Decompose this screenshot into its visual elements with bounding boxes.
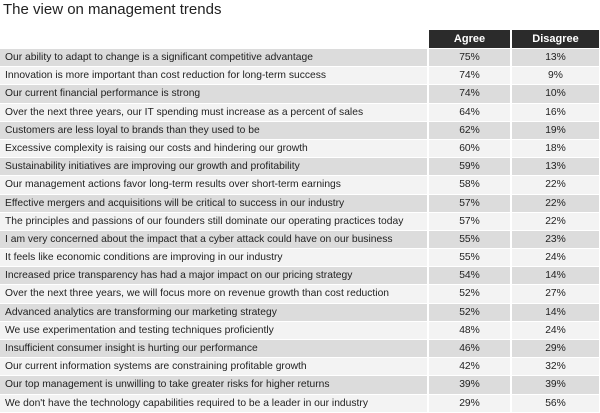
- table-row: I am very concerned about the impact tha…: [0, 230, 600, 250]
- disagree-value: 13%: [512, 49, 599, 67]
- table-row: The principles and passions of our found…: [0, 212, 600, 231]
- agree-value: 57%: [429, 194, 510, 212]
- agree-value: 57%: [429, 212, 510, 230]
- statement-label: Insufficient consumer insight is hurting…: [0, 340, 427, 358]
- agree-value: 62%: [429, 121, 510, 139]
- disagree-value: 56%: [512, 394, 599, 412]
- statement-label: Excessive complexity is raising our cost…: [0, 139, 427, 158]
- statement-label: Over the next three years, our IT spendi…: [0, 103, 427, 121]
- statement-label: Effective mergers and acquisitions will …: [0, 194, 427, 212]
- agree-value: 60%: [429, 139, 510, 158]
- column-header-agree: Agree: [429, 30, 510, 48]
- statement-label: Sustainability initiatives are improving…: [0, 158, 427, 176]
- disagree-value: 24%: [512, 249, 599, 267]
- disagree-value: 16%: [512, 103, 599, 121]
- disagree-value: 22%: [512, 212, 599, 230]
- agree-value: 74%: [429, 85, 510, 103]
- table-row: Our top management is unwilling to take …: [0, 376, 600, 395]
- table-row: It feels like economic conditions are im…: [0, 249, 600, 268]
- statement-label: Over the next three years, we will focus…: [0, 285, 427, 303]
- agree-value: 64%: [429, 103, 510, 121]
- table-row: Over the next three years, we will focus…: [0, 285, 600, 304]
- table-row: Effective mergers and acquisitions will …: [0, 194, 600, 213]
- statement-label: Our management actions favor long-term r…: [0, 176, 427, 194]
- agree-value: 52%: [429, 285, 510, 303]
- survey-table: Our ability to adapt to change is a sign…: [0, 49, 600, 413]
- statement-label: We use experimentation and testing techn…: [0, 321, 427, 339]
- statement-label: Our current financial performance is str…: [0, 85, 427, 103]
- disagree-value: 9%: [512, 67, 599, 85]
- statement-label: Our ability to adapt to change is a sign…: [0, 49, 427, 67]
- agree-value: 39%: [429, 376, 510, 394]
- agree-value: 54%: [429, 267, 510, 285]
- column-header-disagree: Disagree: [512, 30, 599, 48]
- disagree-value: 29%: [512, 340, 599, 358]
- disagree-value: 39%: [512, 376, 599, 394]
- statement-label: Our current information systems are cons…: [0, 358, 427, 376]
- table-row: Innovation is more important than cost r…: [0, 67, 600, 86]
- table-row: Our ability to adapt to change is a sign…: [0, 49, 600, 68]
- disagree-value: 19%: [512, 121, 599, 139]
- disagree-value: 14%: [512, 267, 599, 285]
- agree-value: 74%: [429, 67, 510, 85]
- statement-label: Our top management is unwilling to take …: [0, 376, 427, 394]
- table-row: Excessive complexity is raising our cost…: [0, 139, 600, 159]
- table-row: Increased price transparency has had a m…: [0, 267, 600, 286]
- agree-value: 58%: [429, 176, 510, 194]
- disagree-value: 23%: [512, 230, 599, 249]
- disagree-value: 13%: [512, 158, 599, 176]
- disagree-value: 22%: [512, 194, 599, 212]
- disagree-value: 22%: [512, 176, 599, 194]
- table-row: Our management actions favor long-term r…: [0, 176, 600, 195]
- table-row: Advanced analytics are transforming our …: [0, 303, 600, 322]
- table-row: Our current financial performance is str…: [0, 85, 600, 104]
- disagree-value: 14%: [512, 303, 599, 321]
- statement-label: I am very concerned about the impact tha…: [0, 230, 427, 249]
- disagree-value: 18%: [512, 139, 599, 158]
- statement-label: The principles and passions of our found…: [0, 212, 427, 230]
- agree-value: 75%: [429, 49, 510, 67]
- disagree-value: 32%: [512, 358, 599, 376]
- agree-value: 59%: [429, 158, 510, 176]
- table-row: We don't have the technology capabilitie…: [0, 394, 600, 413]
- agree-value: 48%: [429, 321, 510, 339]
- statement-label: It feels like economic conditions are im…: [0, 249, 427, 267]
- page-title: The view on management trends: [3, 1, 222, 18]
- table-row: Our current information systems are cons…: [0, 358, 600, 377]
- table-row: Over the next three years, our IT spendi…: [0, 103, 600, 122]
- statement-label: Customers are less loyal to brands than …: [0, 121, 427, 139]
- table-row: Sustainability initiatives are improving…: [0, 158, 600, 177]
- table-row: Customers are less loyal to brands than …: [0, 121, 600, 140]
- table-row: We use experimentation and testing techn…: [0, 321, 600, 340]
- agree-value: 29%: [429, 394, 510, 412]
- disagree-value: 27%: [512, 285, 599, 303]
- agree-value: 46%: [429, 340, 510, 358]
- disagree-value: 24%: [512, 321, 599, 339]
- statement-label: Increased price transparency has had a m…: [0, 267, 427, 285]
- statement-label: We don't have the technology capabilitie…: [0, 394, 427, 412]
- statement-label: Innovation is more important than cost r…: [0, 67, 427, 85]
- agree-value: 52%: [429, 303, 510, 321]
- agree-value: 42%: [429, 358, 510, 376]
- table-row: Insufficient consumer insight is hurting…: [0, 340, 600, 359]
- statement-label: Advanced analytics are transforming our …: [0, 303, 427, 321]
- agree-value: 55%: [429, 249, 510, 267]
- disagree-value: 10%: [512, 85, 599, 103]
- agree-value: 55%: [429, 230, 510, 249]
